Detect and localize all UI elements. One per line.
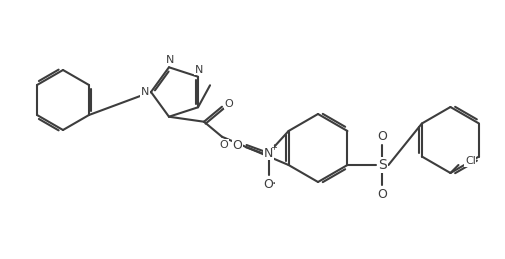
Text: ·: · [271, 177, 275, 191]
Text: N: N [140, 87, 149, 97]
Text: O: O [232, 139, 242, 152]
Text: S: S [377, 158, 386, 172]
Text: Cl: Cl [464, 156, 475, 166]
Text: N: N [263, 147, 273, 160]
Text: O: O [219, 140, 228, 150]
Text: N: N [166, 55, 174, 65]
Text: O: O [377, 130, 387, 142]
Text: O: O [224, 99, 233, 109]
Text: N: N [194, 65, 203, 75]
Text: +: + [270, 142, 276, 152]
Text: O: O [263, 177, 273, 191]
Text: O: O [377, 188, 387, 200]
